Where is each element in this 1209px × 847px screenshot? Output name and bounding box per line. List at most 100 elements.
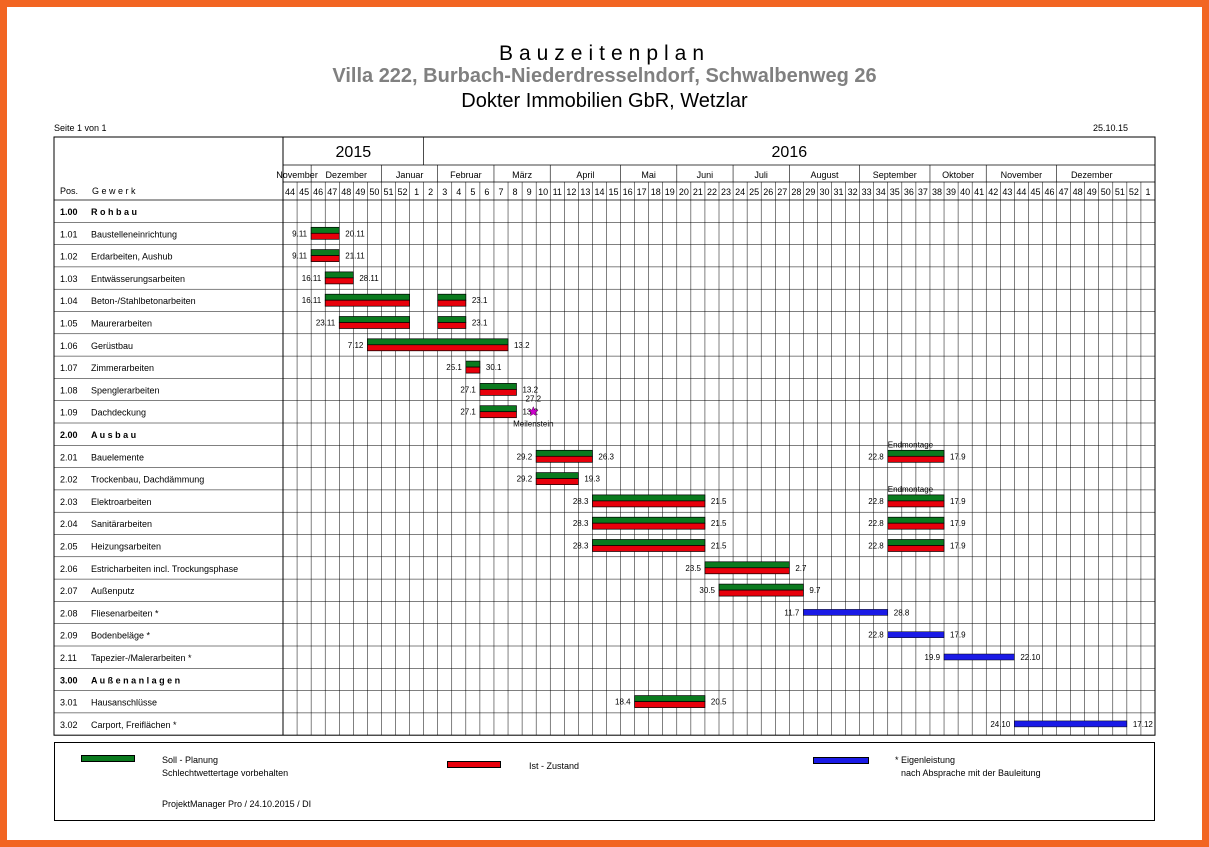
month-label: Dezember — [1071, 170, 1113, 180]
row-pos: 3.02 — [60, 720, 78, 730]
eigen-bar — [803, 609, 889, 616]
eigen-bar — [943, 653, 1015, 661]
week-label: 46 — [313, 187, 323, 197]
bar-start-label: 16.11 — [302, 296, 322, 305]
row-pos: 1.04 — [60, 296, 78, 306]
row-pos: 2.02 — [60, 475, 78, 485]
milestone-date: 27.2 — [526, 395, 542, 404]
bar-end-label: 22.10 — [1020, 653, 1041, 662]
ist-bar — [887, 522, 945, 530]
bar-end-label: 17.12 — [1133, 720, 1154, 729]
ist-bar — [535, 455, 593, 463]
week-label: 52 — [1129, 187, 1139, 197]
ist-bar — [324, 299, 410, 307]
section-title: A u s b a u — [91, 430, 136, 440]
bar-start-label: 19.9 — [924, 653, 940, 662]
week-label: 33 — [862, 187, 872, 197]
row-name: Carport, Freiflächen * — [91, 720, 177, 730]
week-label: 51 — [383, 187, 393, 197]
legend-ist-title: Ist - Zustand — [529, 761, 580, 771]
row-name: Erdarbeiten, Aushub — [91, 252, 173, 262]
week-label: 5 — [470, 187, 475, 197]
week-label: 47 — [1059, 187, 1069, 197]
row-pos: 1.07 — [60, 363, 78, 373]
endmontage-note: Endmontage — [888, 440, 934, 449]
ist-bar — [592, 500, 706, 508]
month-label: Juli — [754, 170, 768, 180]
company-name: Dokter Immobilien GbR, Wetzlar — [461, 90, 748, 112]
row-name: Fliesenarbeiten * — [91, 608, 159, 618]
month-label: März — [512, 170, 532, 180]
soll-bar — [887, 449, 945, 457]
row-pos: 3.01 — [60, 698, 78, 708]
year-label: 2016 — [772, 144, 808, 161]
row-pos: 2.00 — [60, 430, 78, 440]
bar-start-label: 22.8 — [868, 519, 884, 528]
week-label: 37 — [918, 187, 928, 197]
week-label: 18 — [651, 187, 661, 197]
bar-end-label: 21.5 — [711, 519, 727, 528]
week-label: 14 — [594, 187, 604, 197]
week-label: 49 — [1087, 187, 1097, 197]
bar-start-label: 27.1 — [460, 408, 476, 417]
bar-end-label: 20.11 — [345, 229, 365, 238]
row-name: Trockenbau, Dachdämmung — [91, 475, 204, 485]
bar-start-label: 29.2 — [517, 452, 533, 461]
bar-end-label: 17.9 — [950, 519, 966, 528]
week-label: 1 — [414, 187, 419, 197]
soll-bar — [437, 293, 467, 301]
legend-footer: ProjektManager Pro / 24.10.2015 / DI — [162, 799, 312, 809]
week-label: 7 — [498, 187, 503, 197]
month-label: November — [1001, 170, 1043, 180]
week-label: 23 — [721, 187, 731, 197]
bar-start-label: 9.11 — [292, 252, 308, 261]
bar-start-label: 7.12 — [348, 341, 364, 350]
soll-bar — [310, 226, 340, 234]
row-pos: 2.01 — [60, 452, 78, 462]
row-pos: 2.06 — [60, 564, 78, 574]
week-label: 45 — [1030, 187, 1040, 197]
soll-bar — [535, 472, 579, 479]
week-label: 24 — [735, 187, 745, 197]
bar-start-label: 28.3 — [573, 542, 589, 551]
month-label: August — [810, 170, 839, 180]
week-label: 51 — [1115, 187, 1125, 197]
week-label: 46 — [1045, 187, 1055, 197]
bar-end-label: 13.2 — [522, 408, 538, 417]
week-label: 35 — [890, 187, 900, 197]
row-pos: 1.08 — [60, 385, 78, 395]
ist-bar — [592, 522, 706, 530]
bar-end-label: 23.1 — [472, 319, 488, 328]
row-name: Spenglerarbeiten — [91, 385, 160, 395]
ist-bar — [704, 567, 790, 575]
eigen-bar — [887, 631, 945, 638]
bar-end-label: 30.1 — [486, 363, 502, 372]
bar-end-label: 28.11 — [359, 274, 379, 283]
row-name: Bodenbeläge * — [91, 631, 151, 641]
ist-bar — [367, 344, 509, 352]
legend-soll-title: Soll - Planung — [162, 755, 219, 765]
week-label: 6 — [484, 187, 489, 197]
soll-bar — [887, 539, 945, 546]
row-pos: 2.04 — [60, 519, 78, 529]
milestone-star-icon — [527, 406, 539, 417]
bar-end-label: 17.9 — [950, 542, 966, 551]
row-pos: 2.08 — [60, 608, 78, 618]
week-label: 21 — [693, 187, 703, 197]
week-label: 45 — [299, 187, 309, 197]
soll-bar — [718, 583, 804, 591]
soll-bar — [437, 316, 467, 323]
bar-end-label: 13.2 — [522, 385, 538, 394]
soll-bar — [324, 271, 354, 279]
page-number: Seite 1 von 1 — [54, 123, 107, 133]
week-label: 36 — [904, 187, 914, 197]
ist-bar — [887, 545, 945, 552]
month-label: Januar — [396, 170, 424, 180]
row-pos: 1.03 — [60, 274, 78, 284]
week-label: 9 — [527, 187, 532, 197]
week-label: 27 — [777, 187, 787, 197]
bar-end-label: 9.7 — [809, 586, 821, 595]
legend-box: Soll - Planung Schlechtwettertage vorbeh… — [54, 742, 1155, 821]
week-label: 12 — [566, 187, 576, 197]
